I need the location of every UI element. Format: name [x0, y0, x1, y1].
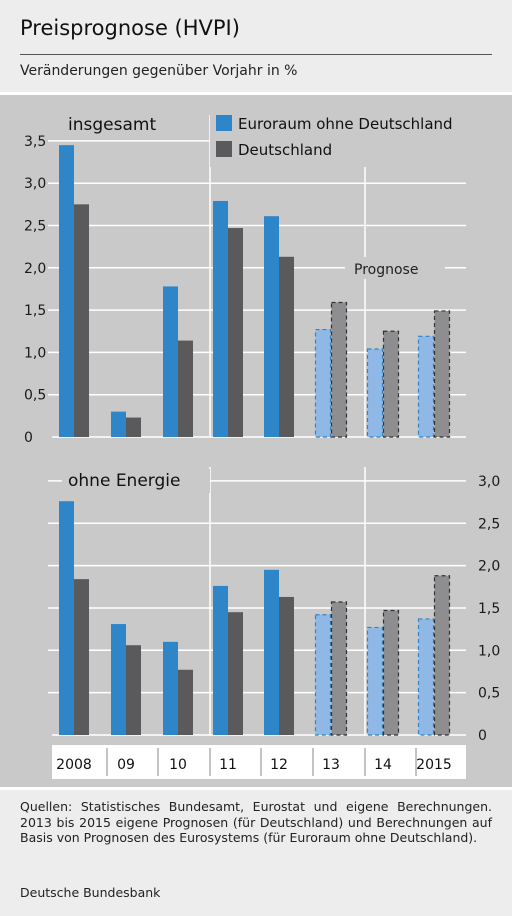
bar-euro-09: [111, 411, 126, 437]
y-tick-label: 2,0: [24, 261, 46, 277]
panel-title-bg: [62, 113, 178, 137]
chart-subtitle: Veränderungen gegenüber Vorjahr in %: [20, 63, 298, 79]
labels-layer: 0 0,5 1,0 1,5 2,0 2,5 3,0 3,5 insgesamt 0 0,5 1,0 1,…: [24, 113, 500, 779]
legend-label-euro: Euroraum ohne Deutschland: [238, 115, 453, 133]
bar-euro-14: [366, 348, 384, 438]
bar-euro-13: [314, 614, 332, 736]
publisher-name: Deutsche Bundesbank: [20, 885, 161, 900]
bar-euro-10: [163, 286, 178, 437]
bar-deutschland-12: [279, 256, 294, 437]
panel-title: ohne Energie: [68, 471, 180, 491]
bar-deutschland-2008: [74, 579, 89, 735]
bar-euro-12: [264, 569, 279, 735]
y-tick-label: 1,5: [478, 601, 500, 617]
y-tick-label: 1,0: [478, 643, 500, 659]
source-note: Quellen: Statistisches Bundesamt, Eurost…: [20, 799, 492, 845]
panel-title-bg: [62, 469, 210, 493]
chart-footer: Quellen: Statistisches Bundesamt, Eurost…: [0, 790, 512, 916]
y-tick-label: 3,5: [24, 134, 46, 150]
x-tick-label: 09: [117, 757, 135, 773]
bar-deutschland-10: [178, 340, 193, 437]
bar-euro-2008: [59, 501, 74, 735]
bar-euro-12: [264, 216, 279, 437]
title-divider: [20, 54, 492, 55]
x-tick-label: 12: [270, 757, 288, 773]
y-tick-label: 2,5: [478, 516, 500, 532]
y-tick-label: 0: [478, 728, 487, 744]
x-axis-strip: [52, 745, 466, 779]
bars-layer: [59, 145, 451, 736]
y-tick-label: 0,5: [478, 686, 500, 702]
chart-header: Preisprognose (HVPI) Veränderungen gegen…: [0, 0, 512, 92]
chart-area: 0 0,5 1,0 1,5 2,0 2,5 3,0 3,5 insgesamt 0 0,5 1,0 1,…: [0, 95, 512, 787]
y-tick-label: 0: [24, 430, 33, 446]
bar-euro-11: [213, 585, 228, 735]
y-tick-label: 2,0: [478, 559, 500, 575]
bar-deutschland-12: [279, 596, 294, 735]
bar-deutschland-14: [382, 330, 400, 438]
y-tick-label: 0,5: [24, 388, 46, 404]
y-tick-label: 2,5: [24, 219, 46, 235]
bar-euro-10: [163, 641, 178, 735]
forecast-label: Prognose: [354, 262, 418, 278]
bar-deutschland-14: [382, 609, 400, 736]
bar-deutschland-2015: [433, 575, 451, 736]
bar-deutschland-13: [330, 601, 348, 736]
y-tick-label: 1,5: [24, 303, 46, 319]
x-tick-label: 14: [374, 757, 392, 773]
bar-euro-14: [366, 626, 384, 736]
chart-title: Preisprognose (HVPI): [20, 16, 240, 40]
bar-deutschland-11: [228, 612, 243, 735]
y-tick-label: 3,0: [24, 176, 46, 192]
bar-euro-2015: [417, 335, 435, 438]
bar-euro-11: [213, 200, 228, 437]
bar-deutschland-09: [126, 645, 141, 735]
y-tick-label: 3,0: [478, 474, 500, 490]
bar-euro-2008: [59, 145, 74, 437]
bar-euro-09: [111, 624, 126, 735]
y-tick-label: 1,0: [24, 345, 46, 361]
chart-svg: 0 0,5 1,0 1,5 2,0 2,5 3,0 3,5 insgesamt 0 0,5 1,0 1,…: [24, 113, 500, 779]
legend-label-deutschland: Deutschland: [238, 141, 332, 159]
bar-deutschland-11: [228, 228, 243, 437]
x-tick-label: 2008: [56, 757, 92, 773]
bar-euro-2015: [417, 618, 435, 736]
bar-deutschland-13: [330, 301, 348, 438]
x-tick-label: 2015: [416, 757, 452, 773]
legend-swatch-deutschland: [216, 141, 232, 157]
x-tick-label: 13: [322, 757, 340, 773]
legend-swatch-euro: [216, 115, 232, 131]
grid-layer: [48, 115, 466, 736]
panel-title: insgesamt: [68, 115, 156, 135]
forecast-label-bg: [345, 257, 445, 279]
legend-bg: [210, 115, 472, 167]
bar-deutschland-2015: [433, 310, 451, 438]
bar-euro-13: [314, 328, 332, 438]
bar-deutschland-09: [126, 417, 141, 437]
x-tick-label: 11: [219, 757, 237, 773]
x-tick-label: 10: [169, 757, 187, 773]
bar-deutschland-2008: [74, 204, 89, 437]
bar-deutschland-10: [178, 669, 193, 735]
